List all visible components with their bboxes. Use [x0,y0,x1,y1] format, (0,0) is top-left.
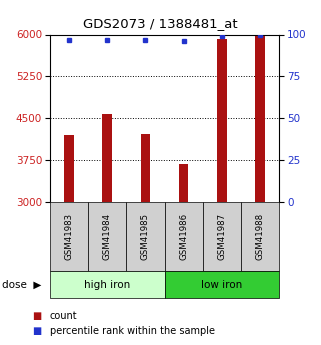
Text: count: count [50,311,77,321]
Text: ■: ■ [32,326,41,336]
Text: ■: ■ [32,311,41,321]
Bar [217,39,227,202]
Bar [64,135,74,202]
Text: GSM41983: GSM41983 [65,213,74,260]
Text: GSM41987: GSM41987 [217,213,226,260]
Text: percentile rank within the sample: percentile rank within the sample [50,326,215,336]
Text: GSM41988: GSM41988 [256,213,265,260]
Text: GDS2073 / 1388481_at: GDS2073 / 1388481_at [83,17,238,30]
Text: GSM41985: GSM41985 [141,213,150,260]
Text: GSM41986: GSM41986 [179,213,188,260]
Bar [141,134,150,202]
Text: dose  ▶: dose ▶ [2,280,41,289]
Text: high iron: high iron [84,280,130,289]
Text: GSM41984: GSM41984 [103,213,112,260]
Bar [102,114,112,202]
Bar [179,164,188,202]
Bar [256,36,265,202]
Text: low iron: low iron [201,280,243,289]
